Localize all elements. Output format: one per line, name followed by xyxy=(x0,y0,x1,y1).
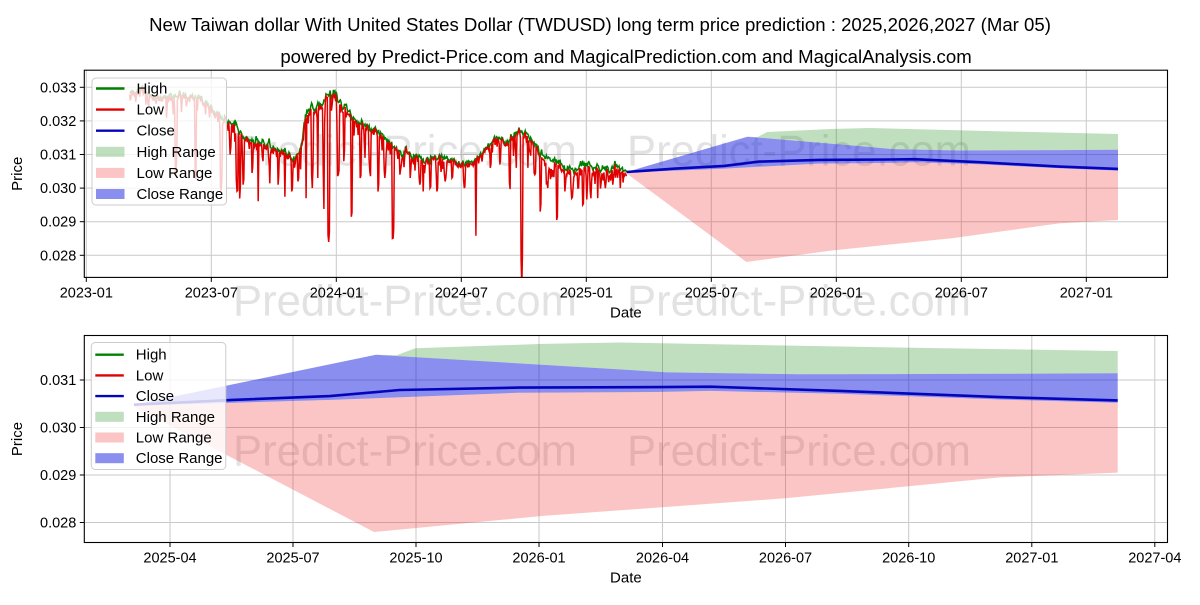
svg-text:Close: Close xyxy=(137,123,175,140)
svg-text:0.032: 0.032 xyxy=(40,114,76,130)
svg-text:0.030: 0.030 xyxy=(40,181,76,197)
svg-text:2026-01: 2026-01 xyxy=(810,285,863,301)
svg-text:2026-10: 2026-10 xyxy=(882,551,935,567)
svg-text:2025-04: 2025-04 xyxy=(143,551,196,567)
svg-text:High Range: High Range xyxy=(136,409,215,426)
svg-text:Low Range: Low Range xyxy=(136,430,212,447)
svg-text:2023-01: 2023-01 xyxy=(60,285,113,301)
svg-text:0.033: 0.033 xyxy=(40,80,76,96)
svg-text:2024-07: 2024-07 xyxy=(435,285,488,301)
svg-text:2026-01: 2026-01 xyxy=(512,551,565,567)
svg-text:Predict-Price.com: Predict-Price.com xyxy=(627,428,971,476)
svg-text:powered by Predict-Price.com a: powered by Predict-Price.com and Magical… xyxy=(280,46,971,67)
svg-text:2025-01: 2025-01 xyxy=(560,285,613,301)
svg-text:2023-07: 2023-07 xyxy=(185,285,238,301)
svg-text:0.029: 0.029 xyxy=(40,215,76,231)
svg-text:Close Range: Close Range xyxy=(137,186,224,203)
svg-text:Predict-Price.com: Predict-Price.com xyxy=(627,278,971,326)
svg-text:0.030: 0.030 xyxy=(40,421,76,437)
svg-text:0.029: 0.029 xyxy=(40,468,76,484)
svg-text:New Taiwan dollar With United: New Taiwan dollar With United States Dol… xyxy=(149,14,1051,35)
svg-text:0.028: 0.028 xyxy=(40,248,76,264)
svg-text:Date: Date xyxy=(610,570,642,587)
svg-text:Low: Low xyxy=(137,102,165,119)
svg-text:High: High xyxy=(137,81,168,98)
svg-text:Close Range: Close Range xyxy=(136,450,223,467)
svg-text:Predict-Price.com: Predict-Price.com xyxy=(233,428,577,476)
svg-text:Price: Price xyxy=(9,422,26,456)
svg-text:2027-01: 2027-01 xyxy=(1005,551,1058,567)
svg-text:2025-10: 2025-10 xyxy=(389,551,442,567)
svg-text:0.031: 0.031 xyxy=(40,148,76,164)
svg-text:Low Range: Low Range xyxy=(137,165,213,182)
svg-text:2027-01: 2027-01 xyxy=(1060,285,1113,301)
svg-text:2026-07: 2026-07 xyxy=(935,285,988,301)
svg-text:High: High xyxy=(136,347,167,364)
svg-text:Date: Date xyxy=(610,305,642,322)
svg-text:2027-04: 2027-04 xyxy=(1128,551,1181,567)
svg-text:Price: Price xyxy=(9,157,26,191)
svg-text:2025-07: 2025-07 xyxy=(266,551,319,567)
svg-text:2026-07: 2026-07 xyxy=(759,551,812,567)
svg-text:Low: Low xyxy=(136,367,164,384)
svg-text:2024-01: 2024-01 xyxy=(310,285,363,301)
svg-text:2026-04: 2026-04 xyxy=(636,551,689,567)
svg-text:High Range: High Range xyxy=(137,144,216,161)
svg-text:2025-07: 2025-07 xyxy=(685,285,738,301)
svg-text:0.031: 0.031 xyxy=(40,373,76,389)
svg-text:Close: Close xyxy=(136,388,174,405)
svg-text:Predict-Price.com: Predict-Price.com xyxy=(233,278,577,326)
svg-text:0.028: 0.028 xyxy=(40,516,76,532)
